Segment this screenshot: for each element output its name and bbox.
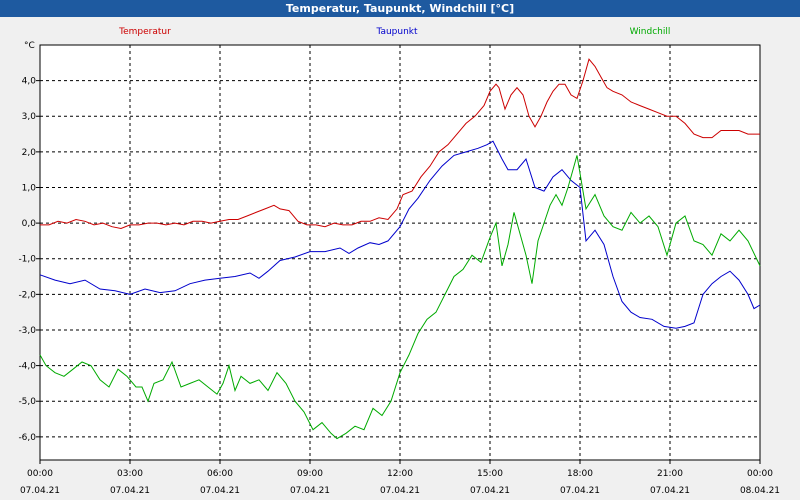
- series-line-windchill: [39, 155, 761, 440]
- legend-taupunkt: Taupunkt: [375, 27, 418, 37]
- x-tick-date-label: 08.04.21: [740, 486, 780, 496]
- x-tick-time-label: 15:00: [477, 469, 503, 479]
- x-tick-time-label: 18:00: [567, 469, 593, 479]
- x-tick-time-label: 06:00: [207, 469, 233, 479]
- x-axis: 00:00 07.04.21 03:00 07.04.21 06:00 07.04.21 0…: [20, 460, 780, 496]
- y-tick-label: -4,0: [18, 362, 36, 372]
- y-tick-label: 4,0: [22, 77, 37, 87]
- y-tick-label: 1,0: [22, 183, 37, 193]
- x-tick-date-label: 07.04.21: [20, 486, 60, 496]
- x-tick-date-label: 07.04.21: [470, 486, 510, 496]
- x-tick-time-label: 09:00: [297, 469, 323, 479]
- plot-area: [39, 44, 761, 461]
- y-tick-label: 2,0: [22, 148, 37, 158]
- x-tick-date-label: 07.04.21: [200, 486, 240, 496]
- x-tick-date-label: 07.04.21: [290, 486, 330, 496]
- x-tick-date-label: 07.04.21: [110, 486, 150, 496]
- y-tick-label: -5,0: [18, 397, 36, 407]
- y-tick-label: 0,0: [22, 219, 37, 229]
- legend: Temperatur Taupunkt Windchill: [118, 27, 670, 37]
- x-tick-date-label: 07.04.21: [380, 486, 420, 496]
- x-tick-time-label: 03:00: [117, 469, 143, 479]
- y-tick-label: -6,0: [18, 433, 36, 443]
- x-tick-time-label: 00:00: [27, 469, 53, 479]
- y-axis-unit-label: °C: [24, 41, 35, 51]
- x-tick-time-label: 21:00: [657, 469, 683, 479]
- y-tick-label: 3,0: [22, 112, 37, 122]
- y-tick-label: -1,0: [18, 255, 36, 265]
- x-tick-time-label: 12:00: [387, 469, 413, 479]
- x-tick-time-label: 00:00: [747, 469, 773, 479]
- y-tick-label: -3,0: [18, 326, 36, 336]
- y-axis: 4,0 3,0 2,0 1,0 0,0 -1,0 -2,0 -3,0 -4,0 -5,0 -6,0: [18, 77, 40, 443]
- x-tick-date-label: 07.04.21: [560, 486, 600, 496]
- series-line-taupunkt: [39, 140, 761, 329]
- legend-temperatur: Temperatur: [118, 27, 171, 37]
- series-group: [39, 58, 761, 440]
- chart-title: Temperatur, Taupunkt, Windchill [°C]: [0, 0, 800, 17]
- legend-windchill: Windchill: [630, 27, 671, 37]
- x-tick-date-label: 07.04.21: [650, 486, 690, 496]
- y-tick-label: -2,0: [18, 290, 36, 300]
- series-line-temperatur: [40, 58, 760, 230]
